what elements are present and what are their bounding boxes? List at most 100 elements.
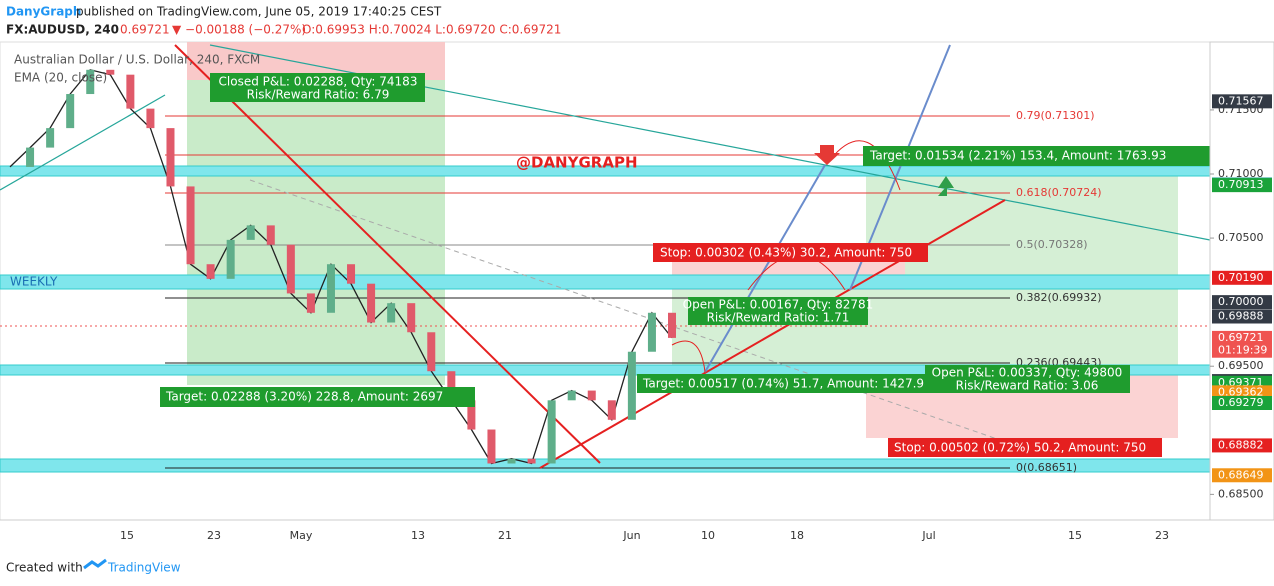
candle xyxy=(668,312,676,338)
price-tag-label: 0.70190 xyxy=(1218,271,1264,284)
candle xyxy=(507,458,516,464)
annotation: Stop: 0.00502 (0.72%) 50.2, Amount: 750 xyxy=(894,441,1146,455)
price-tag xyxy=(1212,343,1272,358)
candle xyxy=(206,264,215,279)
close-line xyxy=(9,69,673,465)
candle xyxy=(186,186,195,265)
tick-label: 0.69500 xyxy=(1218,359,1264,372)
tick-label: 0.68500 xyxy=(1218,487,1264,500)
candle xyxy=(527,458,536,464)
candle xyxy=(146,108,155,129)
price-tag xyxy=(1212,270,1272,285)
price-tag xyxy=(1212,94,1272,109)
annotation-box xyxy=(925,365,1130,393)
logo xyxy=(83,558,107,570)
candle xyxy=(547,400,556,464)
symbol: FX:AUDUSD, 240 xyxy=(6,23,119,37)
target-zone xyxy=(187,80,445,385)
time-label: 13 xyxy=(411,529,425,542)
annotation: Stop: 0.00302 (0.43%) 30.2, Amount: 750 xyxy=(660,246,912,260)
fib-label: 0.5(0.70328) xyxy=(1016,238,1088,251)
price-tag-label: 0.69362 xyxy=(1218,385,1264,398)
price-tag-label: 0.71567 xyxy=(1218,94,1264,107)
candle xyxy=(286,244,295,294)
candle xyxy=(587,390,596,401)
price-tag xyxy=(1212,178,1272,193)
annotation: Open P&L: 0.00167, Qty: 82781 xyxy=(683,298,874,312)
price-tag-label: 0.69279 xyxy=(1218,396,1264,409)
candle xyxy=(66,94,75,129)
time-label: 18 xyxy=(790,529,804,542)
annotation-box xyxy=(653,243,928,262)
price-tag xyxy=(1212,295,1272,310)
candle xyxy=(106,69,115,75)
last: 0.69721 xyxy=(120,23,170,37)
fib-label: 0.79(0.71301) xyxy=(1016,109,1095,122)
published: published on TradingView.com, June 05, 2… xyxy=(76,5,442,19)
ema-legend: EMA (20, close) xyxy=(14,71,107,85)
price-tag xyxy=(1212,385,1272,400)
annotation: Target: 0.01534 (2.21%) 153.4, Amount: 1… xyxy=(869,149,1166,163)
fib-label: 0.382(0.69932) xyxy=(1016,291,1102,304)
price-tag-label: 01:19:39 xyxy=(1218,344,1267,357)
candle xyxy=(367,283,376,323)
candle xyxy=(326,264,335,313)
price-tag-label: 0.70000 xyxy=(1218,295,1264,308)
fib-label: 0(0.68651) xyxy=(1016,461,1077,474)
candle xyxy=(627,351,636,420)
time-label: 23 xyxy=(207,529,221,542)
annotation: Risk/Reward Ratio: 1.71 xyxy=(707,311,850,325)
candle xyxy=(347,264,356,284)
price-tag xyxy=(1212,395,1272,410)
level-band xyxy=(0,274,1211,290)
candle xyxy=(387,303,396,323)
ohlc: O:0.69953 H:0.70024 L:0.69720 C:0.69721 xyxy=(302,23,561,37)
price-tag-label: 0.70913 xyxy=(1218,178,1264,191)
trend-line xyxy=(174,44,601,464)
fib-label: 0.618(0.70724) xyxy=(1016,186,1102,199)
candle xyxy=(266,225,275,245)
time-label: May xyxy=(290,529,313,542)
annotation: Closed P&L: 0.02288, Qty: 74183 xyxy=(219,75,418,89)
candle xyxy=(46,128,55,148)
time-label: 10 xyxy=(701,529,715,542)
plot: WEEKLY 0.79(0.71301) 0.618(0.70724) 0.5(… xyxy=(0,41,1240,521)
candle xyxy=(427,332,436,372)
time-label: 21 xyxy=(498,529,512,542)
candle xyxy=(447,371,456,401)
candle xyxy=(126,74,135,109)
candle xyxy=(226,239,235,279)
candle xyxy=(467,400,476,430)
up-arrow xyxy=(938,176,954,196)
candle xyxy=(487,429,496,464)
candle xyxy=(567,390,576,401)
price-tag xyxy=(1212,468,1272,483)
annotation: Open P&L: 0.00337, Qty: 49800 xyxy=(932,366,1123,380)
price-series xyxy=(9,69,676,465)
annotation-box xyxy=(863,146,1240,166)
footer: Created with xyxy=(6,561,83,575)
candle xyxy=(306,293,315,313)
candle xyxy=(166,128,175,187)
annotation-box xyxy=(688,297,868,325)
annotation: Target: 0.02288 (3.20%) 228.8, Amount: 2… xyxy=(165,390,443,404)
candle xyxy=(26,147,35,167)
instrument-legend: Australian Dollar / U.S. Dollar, 240, FX… xyxy=(14,53,260,67)
footer-brand[interactable]: TradingView xyxy=(107,561,181,575)
annotation: Target: 0.00517 (0.74%) 51.7, Amount: 14… xyxy=(642,377,932,391)
author[interactable]: DanyGraph xyxy=(6,5,81,19)
time-label: 15 xyxy=(1068,529,1082,542)
candle xyxy=(86,69,95,95)
time-label: Jul xyxy=(921,529,935,542)
annotation-box xyxy=(888,438,1162,457)
trend-line xyxy=(249,179,1001,441)
price-axis-labels: 0.715000.710000.705000.695000.685000.715… xyxy=(1210,94,1272,500)
annotation-box xyxy=(637,374,948,393)
weekly-label: WEEKLY xyxy=(10,275,58,289)
candle xyxy=(246,225,255,240)
price-tag-label: 0.68649 xyxy=(1218,468,1264,481)
annotation-box xyxy=(160,387,475,407)
price-tag xyxy=(1212,309,1272,324)
time-label: 23 xyxy=(1155,529,1169,542)
